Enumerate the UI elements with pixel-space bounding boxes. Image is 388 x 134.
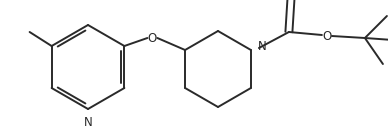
Text: N: N [258, 40, 267, 53]
Text: O: O [322, 29, 331, 42]
Text: N: N [84, 116, 92, 129]
Text: O: O [148, 31, 157, 44]
